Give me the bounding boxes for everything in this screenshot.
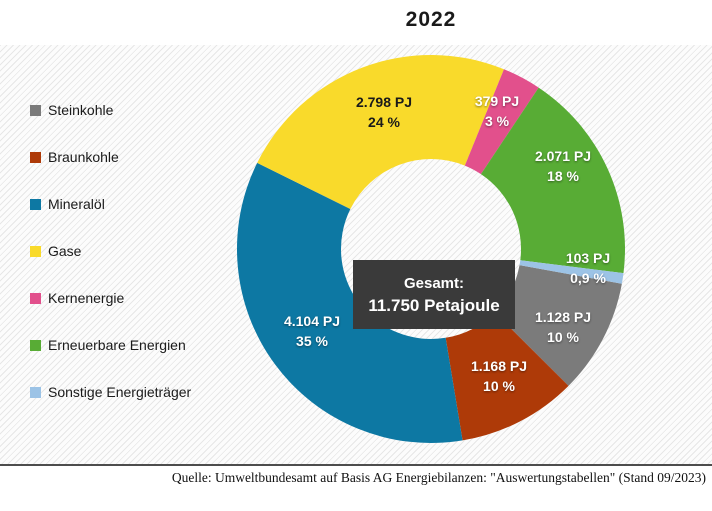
total-box-value: 11.750 Petajoule xyxy=(368,295,500,315)
donut-segment-erneuerbare-energien xyxy=(480,87,625,274)
donut-chart xyxy=(236,55,625,444)
donut-segment-sonstige-energietraeger xyxy=(519,260,624,284)
legend-swatch-icon xyxy=(30,386,41,398)
plot-area: Steinkohle Braunkohle Mineralöl Gase Ker… xyxy=(0,45,712,466)
legend-label: Mineralöl xyxy=(48,196,105,212)
legend-swatch-icon xyxy=(30,151,41,163)
legend-label: Braunkohle xyxy=(48,149,119,165)
chart-title: 2022 xyxy=(405,8,457,31)
total-box: Gesamt: 11.750 Petajoule xyxy=(353,260,515,329)
legend-swatch-icon xyxy=(30,339,41,351)
legend-label: Sonstige Energieträger xyxy=(48,384,192,400)
legend-label: Steinkohle xyxy=(48,102,114,118)
legend-swatch-icon xyxy=(30,104,41,116)
source-citation: Quelle: Umweltbundesamt auf Basis AG Ene… xyxy=(171,470,706,485)
total-box-caption: Gesamt: xyxy=(403,274,465,292)
legend: Steinkohle Braunkohle Mineralöl Gase Ker… xyxy=(30,102,192,432)
legend-item-sonstige-energietraeger: Sonstige Energieträger xyxy=(30,384,192,400)
legend-label: Erneuerbare Energien xyxy=(48,337,186,353)
legend-swatch-icon xyxy=(30,198,41,210)
legend-item-mineraloel: Mineralöl xyxy=(30,196,191,212)
donut-segment-gase xyxy=(257,55,504,210)
legend-swatch-icon xyxy=(30,245,41,257)
legend-item-gase: Gase xyxy=(30,243,191,259)
donut-segment-kernenergie xyxy=(464,69,539,175)
legend-swatch-icon xyxy=(30,292,41,304)
legend-item-erneuerbare-energien: Erneuerbare Energien xyxy=(30,337,191,353)
legend-label: Gase xyxy=(48,243,82,259)
legend-item-kernenergie: Kernenergie xyxy=(30,290,191,306)
legend-item-braunkohle: Braunkohle xyxy=(30,149,191,165)
donut-segment-braunkohle xyxy=(445,312,569,441)
donut-segment-mineraloel xyxy=(236,162,463,444)
legend-item-steinkohle: Steinkohle xyxy=(30,102,191,118)
legend-label: Kernenergie xyxy=(48,290,125,306)
donut-segment-steinkohle xyxy=(494,265,622,386)
